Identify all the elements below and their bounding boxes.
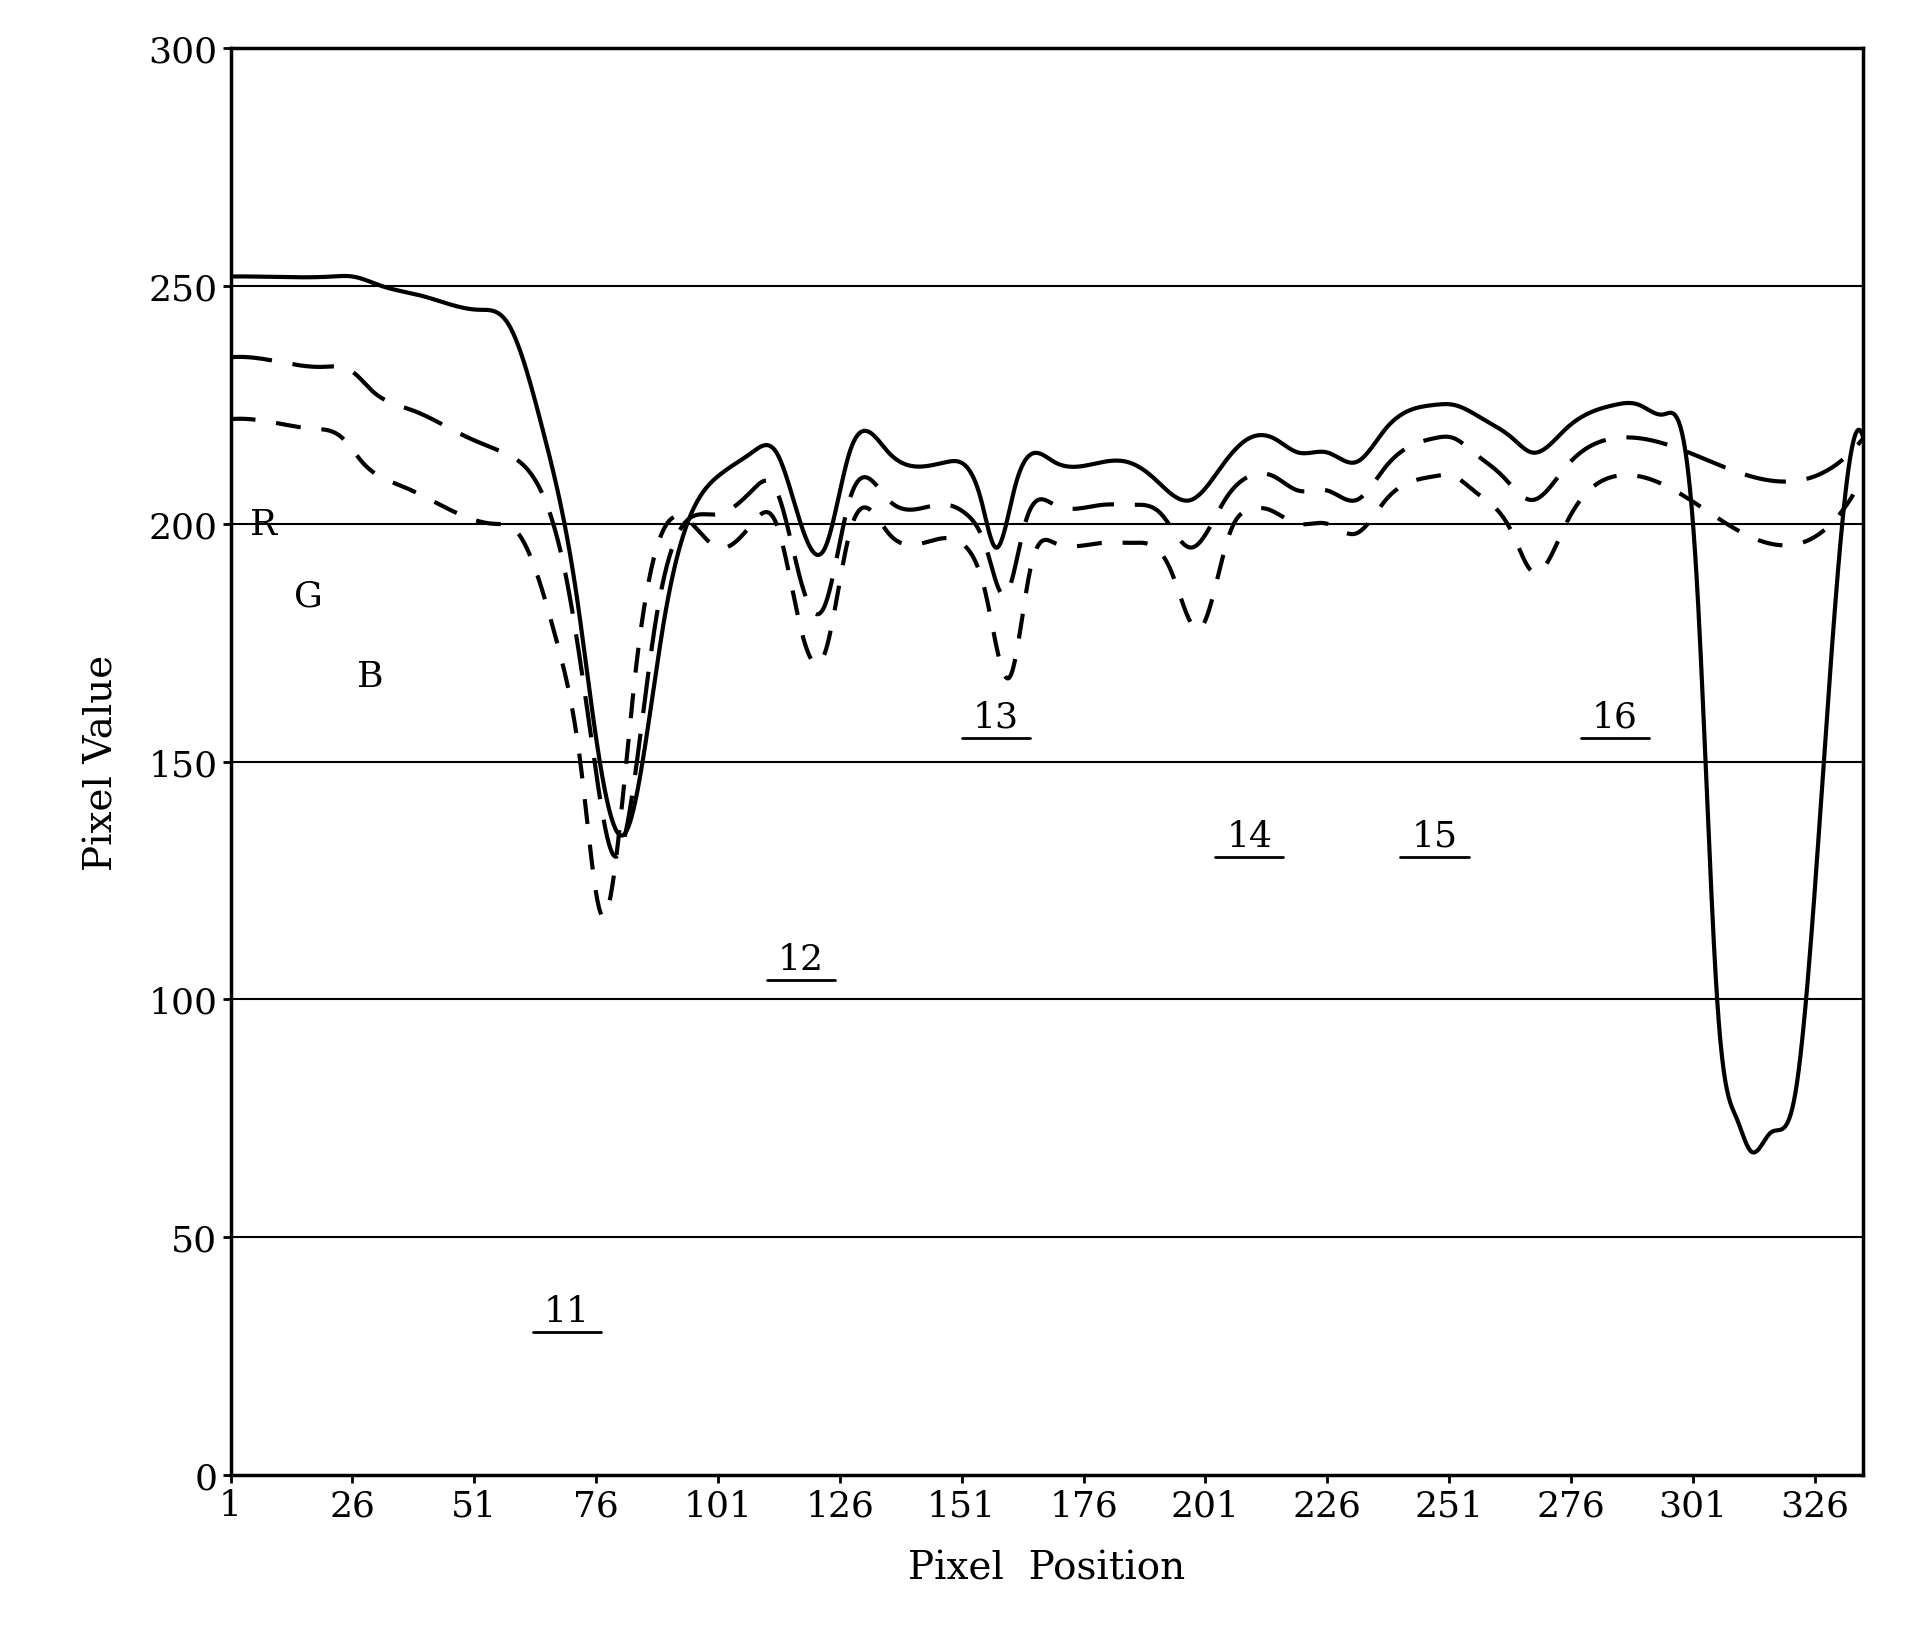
Text: 15: 15 xyxy=(1412,820,1458,854)
Text: G: G xyxy=(294,579,323,613)
Y-axis label: Pixel Value: Pixel Value xyxy=(83,654,121,870)
Text: B: B xyxy=(357,659,384,693)
Text: R: R xyxy=(250,508,277,541)
Text: 12: 12 xyxy=(778,942,824,977)
Text: 14: 14 xyxy=(1226,820,1272,854)
Text: 16: 16 xyxy=(1593,700,1639,734)
X-axis label: Pixel  Position: Pixel Position xyxy=(909,1550,1185,1587)
Text: 11: 11 xyxy=(544,1295,590,1329)
Text: 13: 13 xyxy=(972,700,1018,734)
